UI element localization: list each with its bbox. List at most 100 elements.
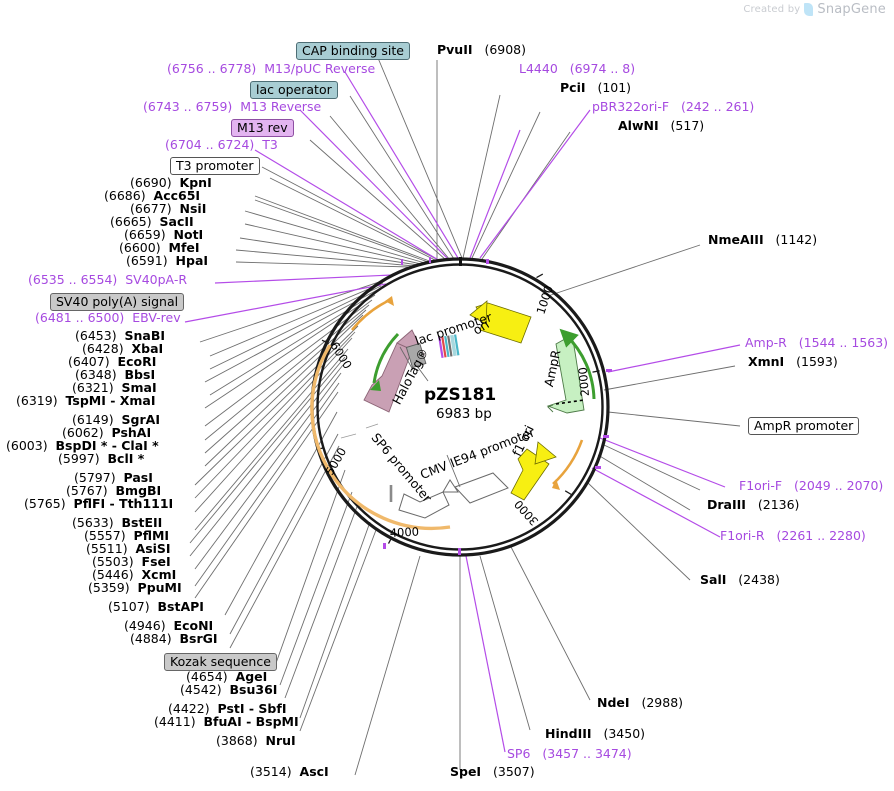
enzyme-position: (6686) <box>104 188 146 203</box>
enzyme-label: (6321) SmaI <box>72 380 157 395</box>
primer-label: F1ori-R (2261 .. 2280) <box>720 528 866 543</box>
enzyme-label: (4542) Bsu36I <box>180 682 277 697</box>
enzyme-label: (5107) BstAPI <box>108 600 204 614</box>
enzyme-label: (6003) BspDI * - ClaI * <box>6 438 159 453</box>
enzyme-label: (6600) MfeI <box>119 240 200 255</box>
primer-label: (6756 .. 6778) M13/pUC Reverse <box>167 61 376 76</box>
tick-label-3000: 3000 <box>511 497 541 528</box>
enzyme-position: (5765) <box>24 496 66 511</box>
enzyme-position: (6453) <box>75 328 117 343</box>
enzyme-name: NmeAIII <box>708 232 764 247</box>
enzyme-position: (6908) <box>484 42 527 57</box>
enzyme-position: (4542) <box>180 682 222 697</box>
primer-label: (6535 .. 6554) SV40pA-R <box>28 272 187 287</box>
enzyme-name: AscI <box>299 764 329 779</box>
enzyme-position: (5511) <box>86 541 128 556</box>
primer-range: (6743 .. 6759) <box>143 99 233 114</box>
enzyme-label: (6348) BbsI <box>75 368 155 382</box>
primer-label: L4440 (6974 .. 8) <box>519 61 636 76</box>
backbone-ticks <box>317 273 600 544</box>
watermark-prefix: Created by <box>743 4 801 15</box>
feature-lac-promoter <box>405 342 427 369</box>
enzyme-name: MfeI <box>168 240 200 255</box>
leader-lines-primer <box>184 71 741 753</box>
enzyme-name: KpnI <box>179 175 212 190</box>
enzyme-name: HindIII <box>545 726 592 741</box>
primer-label: SP6 (3457 .. 3474) <box>507 746 632 761</box>
enzyme-label: (6407) EcoRI <box>68 355 156 369</box>
feature-mcs-cluster <box>438 334 460 358</box>
feature-label-box: Kozak sequence <box>164 653 277 672</box>
enzyme-position: (6665) <box>110 214 152 229</box>
enzyme-label: (6453) SnaBI <box>75 328 165 343</box>
enzyme-position: (6690) <box>130 175 172 190</box>
primer-name: SP6 <box>507 746 531 761</box>
enzyme-name: BclI * <box>107 451 145 466</box>
enzyme-name: NotI <box>173 227 204 242</box>
enzyme-label: SalI (2438) <box>700 572 780 587</box>
enzyme-position: (6600) <box>119 240 161 255</box>
enzyme-label: (5511) AsiSI <box>86 541 171 556</box>
enzyme-name: AlwNI <box>618 118 659 133</box>
enzyme-position: (4654) <box>186 669 228 684</box>
enzyme-position: (5767) <box>66 483 108 498</box>
enzyme-label: (3868) NruI <box>216 734 296 748</box>
primer-name: Amp-R <box>745 335 787 350</box>
plasmid-size: 6983 bp <box>436 406 492 422</box>
enzyme-name: DraIII <box>707 497 746 512</box>
enzyme-label: SpeI (3507) <box>450 765 535 779</box>
enzyme-position: (101) <box>597 80 632 95</box>
primer-name: F1ori-R <box>720 528 765 543</box>
backbone-feature-ticks <box>383 257 612 555</box>
enzyme-label: (5633) BstEII <box>72 515 162 530</box>
enzyme-label: (6428) XbaI <box>82 341 164 356</box>
primer-label: F1ori-F (2049 .. 2070) <box>739 479 883 493</box>
enzyme-label: (5767) BmgBI <box>66 483 161 498</box>
enzyme-position: (6062) <box>62 425 104 440</box>
enzyme-label: XmnI (1593) <box>748 354 838 369</box>
primer-range: (6481 .. 6500) <box>35 310 125 325</box>
enzyme-position: (517) <box>670 118 705 133</box>
enzyme-position: (4411) <box>154 714 196 729</box>
enzyme-label: PciI (101) <box>560 80 632 95</box>
enzyme-label: (4422) PstI - SbfI <box>168 701 287 716</box>
enzyme-label: (6062) PshAI <box>62 425 151 440</box>
feature-cmv-promoter <box>398 472 509 519</box>
primer-range: (6535 .. 6554) <box>28 272 118 287</box>
enzyme-position: (6321) <box>72 380 114 395</box>
enzyme-name: AgeI <box>235 669 268 684</box>
enzyme-name: EcoNI <box>173 618 214 633</box>
primer-name: T3 <box>262 137 278 152</box>
enzyme-name: BspDI * - ClaI * <box>55 438 159 453</box>
enzyme-name: PvuII <box>437 42 473 57</box>
haloTag-arc-arrowhead <box>385 296 394 306</box>
enzyme-name: NdeI <box>597 695 630 710</box>
enzyme-label: PvuII (6908) <box>437 42 527 57</box>
enzyme-label: (5446) XcmI <box>92 567 177 582</box>
enzyme-label: (5503) FseI <box>92 555 171 569</box>
enzyme-position: (4422) <box>168 701 210 716</box>
enzyme-position: (5633) <box>72 515 114 530</box>
enzyme-label: (4946) EcoNI <box>124 618 214 633</box>
feature-label-box: CAP binding site <box>296 42 410 61</box>
primer-name: pBR322ori-F <box>592 99 670 114</box>
enzyme-name: XbaI <box>131 341 164 356</box>
enzyme-name: HpaI <box>175 253 209 268</box>
enzyme-name: XcmI <box>141 567 177 582</box>
primer-range: (242 .. 261) <box>680 99 755 114</box>
primer-range: (6756 .. 6778) <box>167 61 257 76</box>
enzyme-name: SgrAI <box>121 412 160 427</box>
enzyme-position: (6591) <box>126 253 168 268</box>
enzyme-name: XmnI <box>748 354 785 369</box>
enzyme-name: PstI - SbfI <box>217 701 287 716</box>
enzyme-label: (5765) PflFI - Tth111I <box>24 496 173 511</box>
enzyme-label: AlwNI (517) <box>618 118 705 133</box>
enzyme-position: (6003) <box>6 438 48 453</box>
enzyme-position: (6319) <box>16 393 58 408</box>
enzyme-name: SacII <box>159 214 194 229</box>
primer-range: (6974 .. 8) <box>569 61 636 76</box>
enzyme-position: (2438) <box>738 572 780 587</box>
feature-label-box: T3 promoter <box>170 157 260 176</box>
primer-name: M13/pUC Reverse <box>264 61 376 76</box>
